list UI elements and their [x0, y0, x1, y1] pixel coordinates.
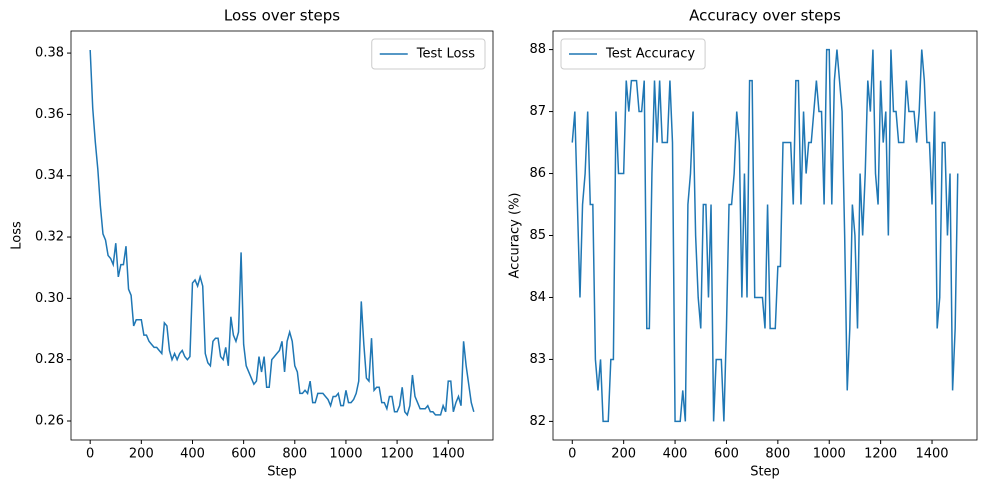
legend-box: [371, 38, 486, 70]
x-tick-label: 600: [231, 447, 256, 462]
y-tick-label: 83: [529, 352, 546, 367]
y-tick-label: 0.32: [35, 230, 64, 245]
plot-frame: [552, 30, 978, 441]
x-tick-label: 1200: [381, 447, 414, 462]
y-axis-label: Loss: [10, 221, 25, 250]
x-tick-label: 1000: [813, 447, 846, 462]
chart-title: Loss over steps: [224, 7, 340, 25]
y-tick-label: 88: [529, 42, 546, 57]
y-tick-label: 0.26: [35, 413, 64, 428]
x-tick-label: 1400: [915, 447, 948, 462]
data-line: [571, 48, 959, 423]
y-tick-label: 0.36: [35, 107, 64, 122]
x-tick-label: 800: [765, 447, 790, 462]
y-tick-label: 0.34: [35, 168, 64, 183]
legend-label: Test Accuracy: [605, 47, 695, 62]
x-tick-label: 600: [714, 447, 739, 462]
x-tick-label: 1000: [329, 447, 362, 462]
y-tick-label: 87: [529, 104, 546, 119]
y-tick-label: 82: [529, 414, 546, 429]
plot-frame: [70, 30, 494, 441]
x-axis-label: Step: [267, 465, 297, 480]
y-tick-label: 84: [529, 290, 546, 305]
x-tick-label: 0: [86, 447, 94, 462]
x-axis-label: Step: [750, 465, 780, 480]
y-tick-label: 0.38: [35, 46, 64, 61]
x-tick-label: 400: [180, 447, 205, 462]
legend: Test Accuracy: [560, 38, 706, 70]
x-tick-label: 1200: [864, 447, 897, 462]
x-tick-label: 200: [129, 447, 154, 462]
x-tick-label: 1400: [432, 447, 465, 462]
legend: Test Loss: [371, 38, 486, 70]
y-tick-label: 85: [529, 228, 546, 243]
y-tick-label: 0.30: [35, 291, 64, 306]
x-tick-label: 0: [568, 447, 576, 462]
chart-title: Accuracy over steps: [689, 7, 841, 25]
y-tick-label: 0.28: [35, 352, 64, 367]
legend-label: Test Loss: [416, 47, 475, 62]
x-tick-label: 400: [663, 447, 688, 462]
x-tick-label: 200: [611, 447, 636, 462]
y-tick-label: 86: [529, 166, 546, 181]
y-axis-label: Accuracy (%): [508, 193, 523, 279]
legend-box: [560, 38, 706, 70]
x-tick-label: 800: [282, 447, 307, 462]
data-line: [89, 49, 475, 417]
